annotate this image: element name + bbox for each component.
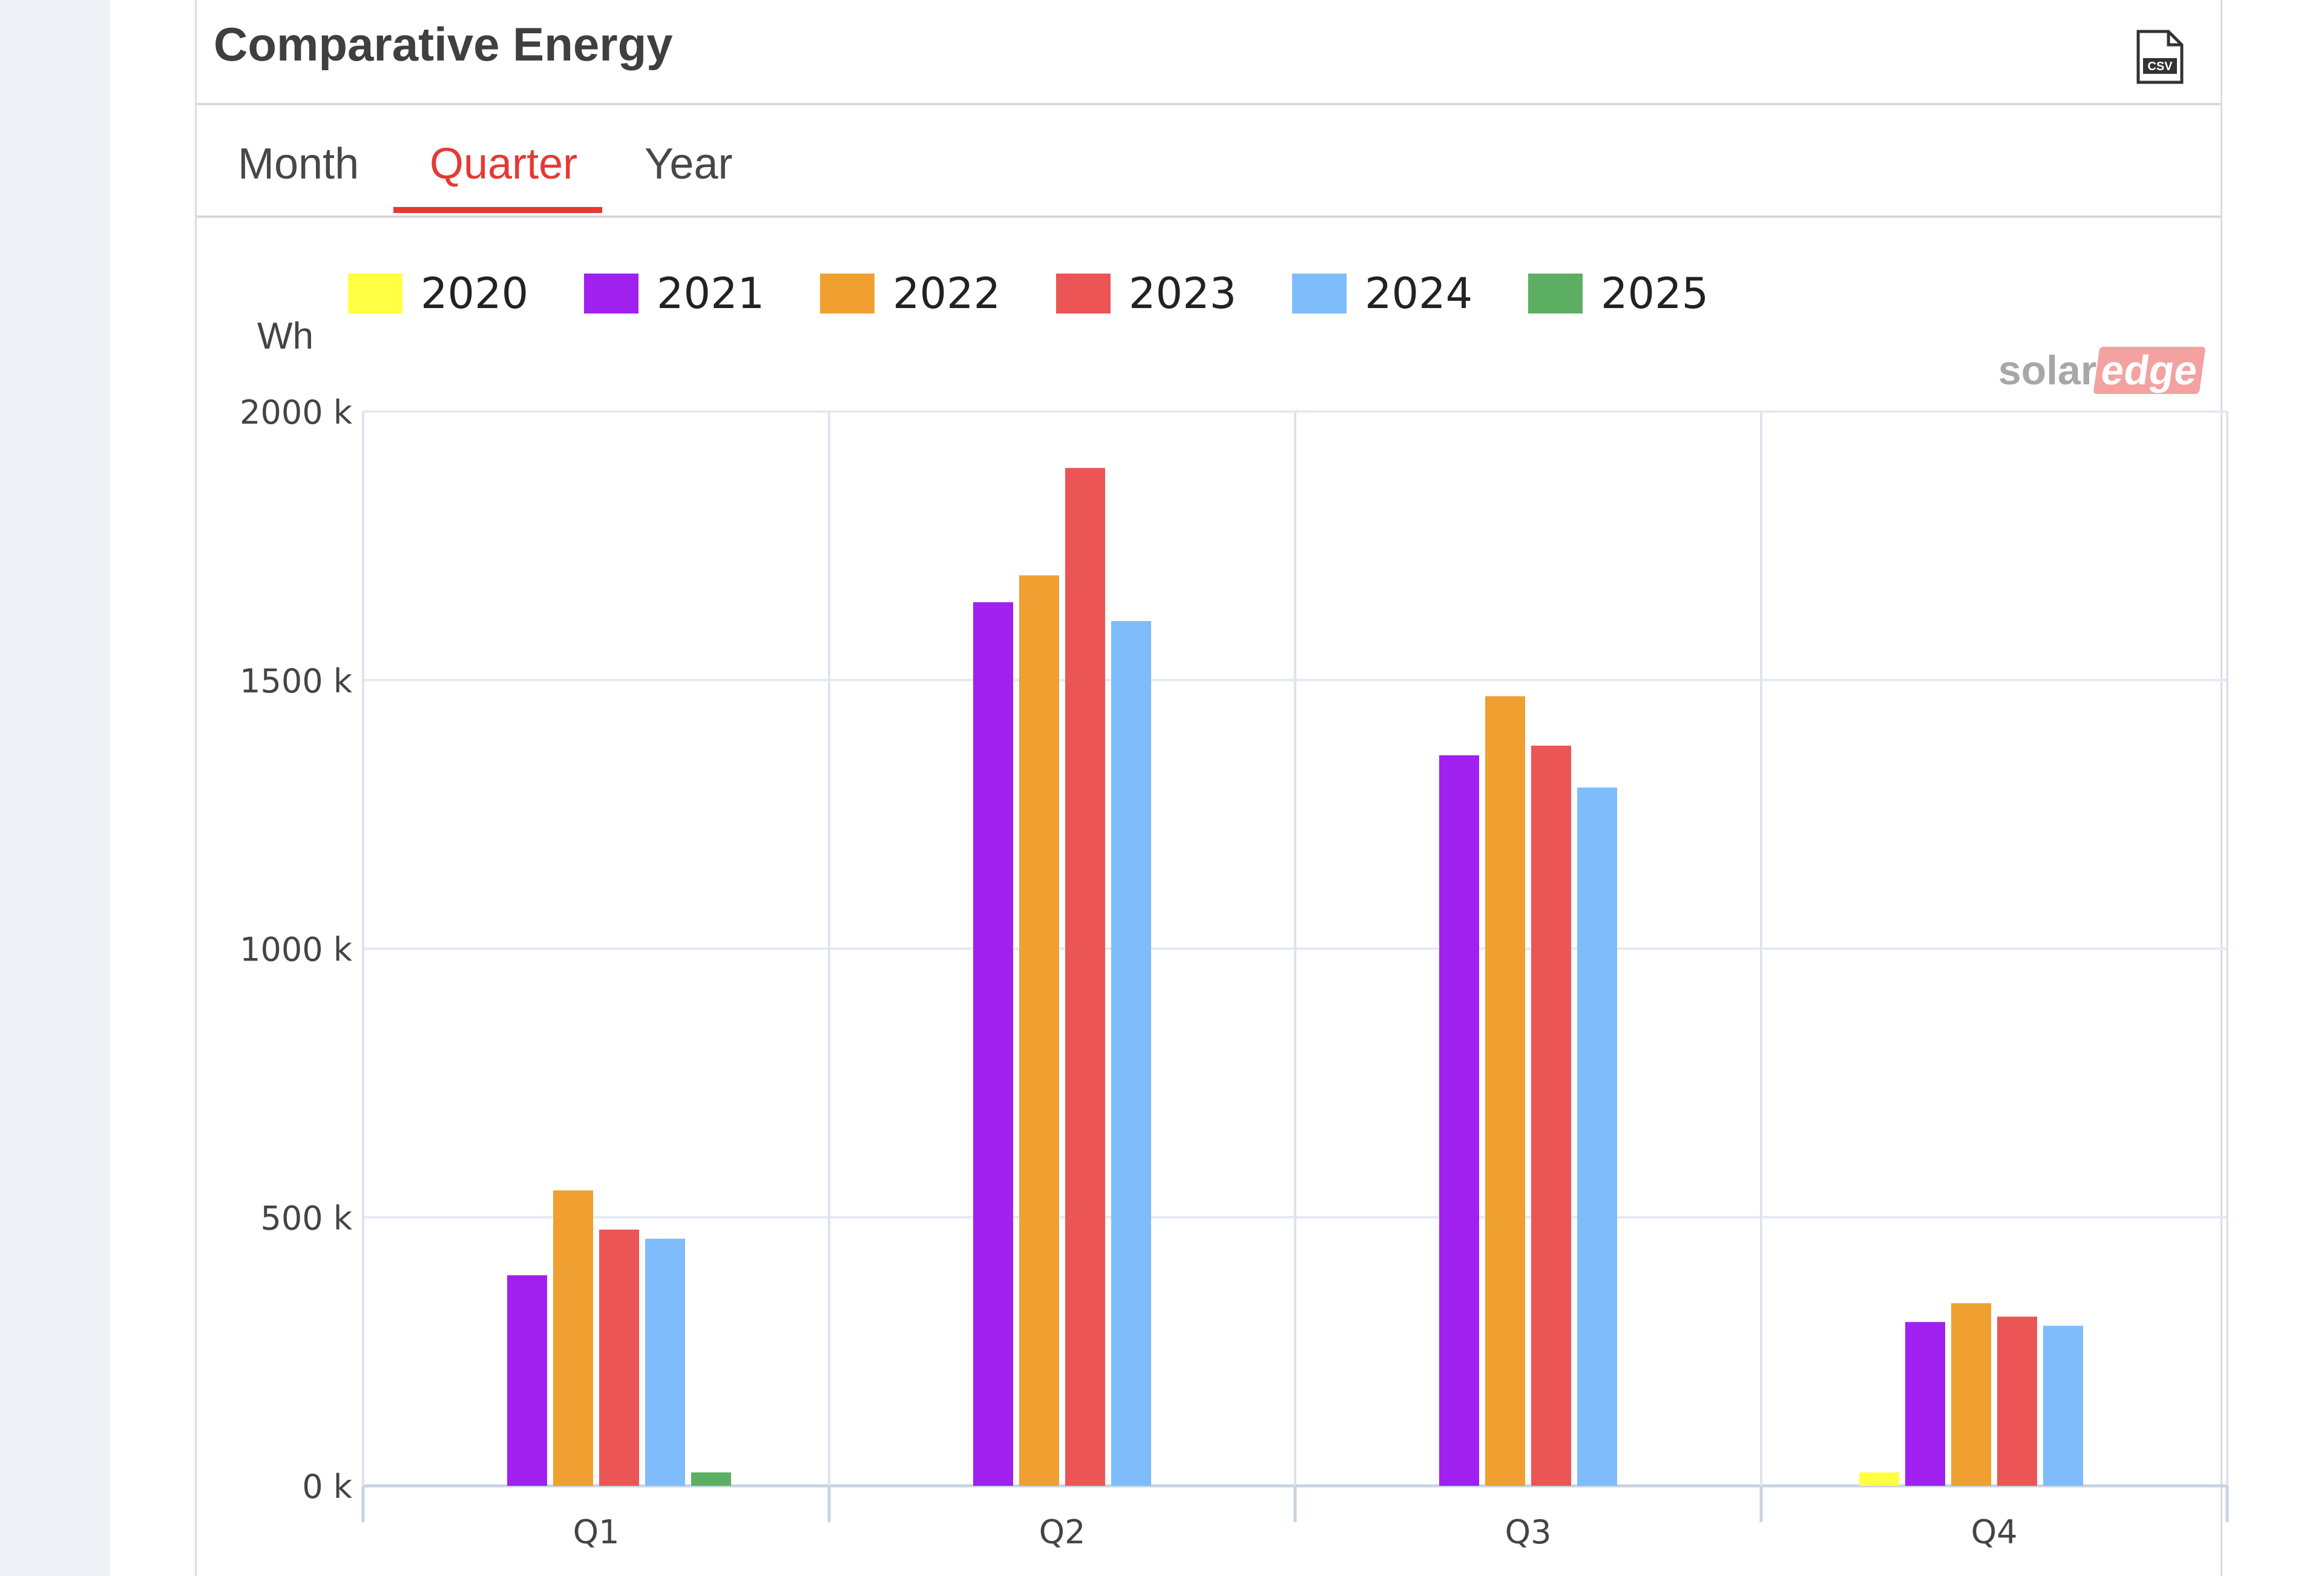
bar-q1-2025[interactable] <box>691 1472 731 1486</box>
x-tick-label: Q2 <box>1039 1513 1086 1551</box>
bar-q1-2023[interactable] <box>599 1229 639 1486</box>
legend-swatch-2025 <box>1528 274 1583 314</box>
legend-label-2024: 2024 <box>1365 269 1473 318</box>
bar-q1-2021[interactable] <box>507 1275 547 1486</box>
legend-label-2025: 2025 <box>1601 269 1709 318</box>
bar-q2-2021[interactable] <box>973 602 1013 1486</box>
legend-item-2021[interactable]: 2021 <box>584 266 764 321</box>
bar-q2-2022[interactable] <box>1019 575 1059 1486</box>
y-tick-label: 0 k <box>302 1468 353 1506</box>
legend-item-2022[interactable]: 2022 <box>820 266 1000 321</box>
panel-title: Comparative Energy <box>214 18 673 71</box>
x-tick-label: Q4 <box>1971 1513 2018 1551</box>
y-tick-label: 1000 k <box>240 931 353 969</box>
legend-item-2020[interactable]: 2020 <box>348 266 528 321</box>
tab-quarter[interactable]: Quarter <box>430 140 578 188</box>
bar-q2-2023[interactable] <box>1065 468 1105 1486</box>
tab-month[interactable]: Month <box>238 140 359 188</box>
logo-solar: solar <box>1998 347 2097 393</box>
bar-q4-2022[interactable] <box>1951 1303 1991 1486</box>
legend-label-2020: 2020 <box>421 269 529 318</box>
legend-swatch-2022 <box>820 274 875 314</box>
bar-q1-2024[interactable] <box>645 1238 685 1486</box>
legend-item-2025[interactable]: 2025 <box>1528 266 1709 321</box>
bar-q4-2020[interactable] <box>1859 1472 1899 1486</box>
x-tick-label: Q1 <box>573 1513 620 1551</box>
bar-q2-2024[interactable] <box>1111 621 1151 1486</box>
x-tick-label: Q3 <box>1505 1513 1552 1551</box>
y-tick-label: 1500 k <box>240 662 353 700</box>
bar-q1-2022[interactable] <box>553 1190 593 1486</box>
y-tick-label: 2000 k <box>240 393 353 432</box>
legend-item-2024[interactable]: 2024 <box>1292 266 1472 321</box>
bar-q4-2023[interactable] <box>1997 1316 2037 1486</box>
active-tab-indicator <box>393 207 602 213</box>
legend-label-2022: 2022 <box>893 269 1001 318</box>
bar-q3-2021[interactable] <box>1439 755 1479 1486</box>
legend-swatch-2023 <box>1056 274 1111 314</box>
y-axis-unit-label: Wh <box>257 315 313 357</box>
panel-header: Comparative Energy CSV <box>197 0 2221 105</box>
bar-q3-2022[interactable] <box>1485 696 1525 1486</box>
csv-icon-text: CSV <box>2147 60 2173 73</box>
period-tabs: Month Quarter Year <box>197 105 2221 218</box>
legend-label-2023: 2023 <box>1129 269 1237 318</box>
page-side-strip <box>0 0 110 1576</box>
bar-q4-2021[interactable] <box>1905 1322 1945 1486</box>
legend-item-2023[interactable]: 2023 <box>1056 266 1236 321</box>
bar-q4-2024[interactable] <box>2043 1325 2083 1486</box>
csv-export-icon[interactable]: CSV <box>2135 29 2184 85</box>
legend-swatch-2021 <box>584 274 638 314</box>
y-tick-label: 500 k <box>260 1199 352 1237</box>
legend-swatch-2024 <box>1292 274 1347 314</box>
bar-q3-2024[interactable] <box>1577 787 1617 1486</box>
bar-q3-2023[interactable] <box>1531 746 1571 1486</box>
tab-year[interactable]: Year <box>645 140 733 188</box>
solaredge-logo: solar edge <box>1998 346 2206 395</box>
legend-swatch-2020 <box>348 274 402 314</box>
legend-label-2021: 2021 <box>657 269 765 318</box>
